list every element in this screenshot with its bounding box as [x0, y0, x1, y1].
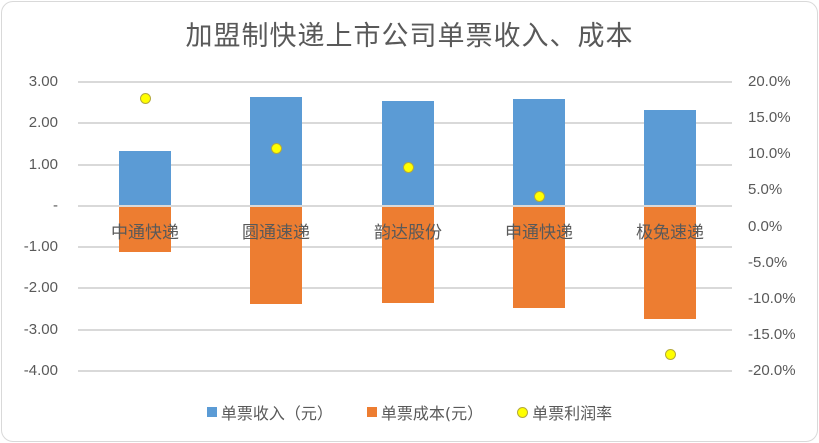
legend-swatch-cost: [366, 407, 377, 417]
right-axis-tick: -10.0%: [748, 289, 796, 307]
left-axis-tick: 2.00: [28, 114, 58, 132]
legend-marker-margin: [517, 406, 529, 418]
right-axis-tick: 20.0%: [748, 73, 791, 90]
left-axis-tick: -4.00: [23, 362, 58, 379]
category-label: 极兔速递: [636, 222, 704, 243]
bar-cost: [513, 206, 565, 308]
margin-marker: [534, 191, 545, 203]
right-axis-tick: 15.0%: [748, 109, 791, 127]
left-axis-tick: 3.00: [28, 73, 58, 90]
bar-revenue: [119, 150, 171, 205]
legend-item-revenue: 单票收入（元）: [206, 400, 333, 424]
legend-item-margin: 单票利润率: [517, 400, 612, 424]
bar-cost: [250, 206, 302, 304]
gridline: [78, 81, 732, 83]
bar-cost: [644, 206, 696, 319]
right-axis-tick: -15.0%: [748, 325, 796, 343]
margin-marker: [140, 92, 151, 104]
category-label: 圆通速递: [242, 222, 310, 243]
right-axis-tick: 5.0%: [748, 181, 783, 199]
bar-revenue: [513, 98, 565, 205]
margin-marker: [271, 142, 282, 154]
legend-swatch-revenue: [206, 407, 217, 417]
bar-cost: [382, 206, 434, 303]
bar-revenue: [382, 100, 434, 205]
margin-marker: [403, 162, 414, 174]
right-axis-tick: 10.0%: [748, 145, 791, 163]
left-axis-tick: -1.00: [23, 238, 58, 256]
gridline: [78, 370, 732, 372]
category-label: 中通快递: [111, 222, 179, 243]
gridline: [78, 328, 732, 331]
bar-revenue: [644, 110, 696, 205]
gridline: [78, 204, 732, 207]
left-axis-tick: -: [53, 196, 58, 214]
chart-title: 加盟制快递上市公司单票收入、成本: [185, 21, 634, 52]
legend-item-cost: 单票成本(元）: [366, 400, 484, 424]
legend-label-margin: 单票利润率: [532, 404, 613, 423]
category-label: 韵达股份: [374, 222, 442, 243]
left-axis-tick: -3.00: [23, 320, 58, 338]
left-axis-tick: -2.00: [23, 279, 58, 297]
margin-marker: [665, 349, 676, 361]
legend: 单票收入（元） 单票成本(元） 单票利润率: [0, 400, 819, 424]
right-axis-tick: -20.0%: [748, 362, 796, 379]
legend-label-revenue: 单票收入（元）: [220, 404, 333, 423]
left-axis-tick: 1.00: [28, 155, 58, 173]
right-axis-tick: 0.0%: [748, 217, 783, 235]
legend-label-cost: 单票成本(元）: [380, 404, 484, 423]
right-axis-tick: -5.0%: [748, 253, 788, 271]
category-label: 申通快递: [505, 222, 573, 243]
bar-cost: [119, 206, 171, 252]
